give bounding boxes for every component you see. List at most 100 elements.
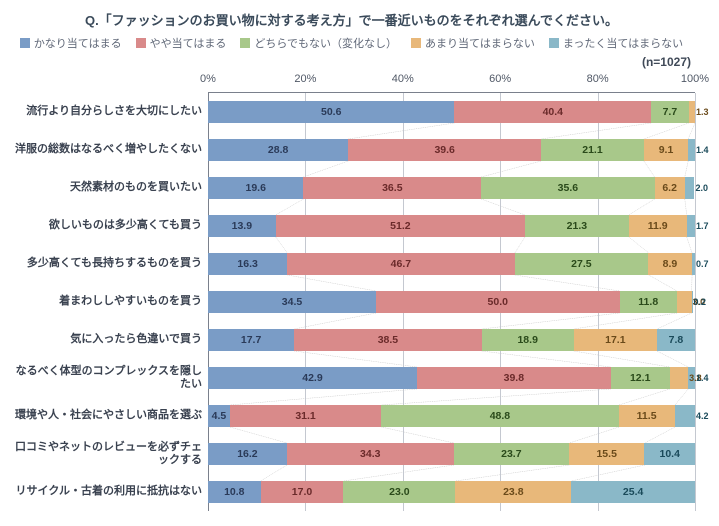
bar-segment: 17.0 <box>261 481 344 503</box>
segment-value: 10.8 <box>224 486 244 498</box>
segment-value: 28.8 <box>268 144 288 156</box>
stacked-bar: 19.636.535.66.22.0 <box>208 177 695 199</box>
axis-tick: 20% <box>294 73 316 85</box>
segment-value: 25.4 <box>623 486 643 498</box>
connector-lines <box>208 351 695 367</box>
stacked-bar: 17.738.518.917.17.8 <box>208 329 695 351</box>
segment-value: 17.0 <box>292 486 312 498</box>
connector-lines <box>208 427 695 443</box>
legend-item: かなり当てはまる <box>20 35 122 51</box>
legend-label: まったく当てはまらない <box>563 35 683 51</box>
bar-segment: 1.7 <box>687 215 695 237</box>
category-label: 流行より自分らしさを大切にしたい <box>8 93 208 131</box>
bar-segment: 8.9 <box>648 253 691 275</box>
segment-value: 39.6 <box>434 144 454 156</box>
category-label: なるべく体型のコンプレックスを隠したい <box>8 359 208 397</box>
bar-segment: 42.9 <box>208 367 417 389</box>
segment-value: 10.4 <box>659 448 679 460</box>
bar-segment: 16.3 <box>208 253 287 275</box>
n-label: (n=1027) <box>8 55 695 69</box>
bar-segment: 11.9 <box>629 215 687 237</box>
segment-value: 34.5 <box>282 296 302 308</box>
bar-segment: 34.3 <box>287 443 454 465</box>
segment-value: 1.3 <box>695 107 709 117</box>
connector-lines <box>208 237 695 253</box>
segment-value: 11.9 <box>648 220 668 232</box>
segment-value: 2.0 <box>694 183 708 193</box>
segment-value: 0.2 <box>693 297 707 307</box>
bar-segment: 3.0 <box>677 291 692 313</box>
segment-value: 9.1 <box>659 144 674 156</box>
bar-segment: 1.4 <box>688 139 695 161</box>
bar-segment: 23.8 <box>455 481 571 503</box>
stacked-bar: 28.8 39.6 21.1 9.1 1.4 <box>208 139 695 161</box>
category-label: 口コミやネットのレビューを必ずチェックする <box>8 435 208 473</box>
bar-segment: 50.0 <box>376 291 620 313</box>
segment-value: 6.2 <box>662 182 677 194</box>
legend-label: かなり当てはまる <box>34 35 122 51</box>
segment-value: 21.3 <box>567 220 587 232</box>
bar-segment: 23.0 <box>343 481 455 503</box>
segment-value: 31.1 <box>295 410 315 422</box>
segment-value: 4.2 <box>695 411 709 421</box>
bar-segment: 25.4 <box>571 481 695 503</box>
bars-container: 50.640.47.71.328.839.621.19.11.419.636.5… <box>208 93 695 511</box>
category-label: 環境や人・社会にやさしい商品を選ぶ <box>8 397 208 435</box>
category-label: リサイクル・古着の利用に抵抗はない <box>8 473 208 511</box>
segment-value: 39.8 <box>504 372 524 384</box>
segment-value: 23.0 <box>389 486 409 498</box>
bar-segment: 11.8 <box>620 291 677 313</box>
segment-value: 40.4 <box>543 106 563 118</box>
chart-title: Q.「ファッションのお買い物に対する考え方」で一番近いものをそれぞれ選んでくださ… <box>8 10 695 29</box>
bar-segment: 39.8 <box>417 367 611 389</box>
segment-value: 17.7 <box>241 334 261 346</box>
segment-value: 27.5 <box>571 258 591 270</box>
bar-segment: 36.5 <box>303 177 481 199</box>
legend-swatch <box>411 38 421 48</box>
bar-segment: 11.5 <box>619 405 675 427</box>
stacked-bar: 16.346.727.58.90.7 <box>208 253 695 275</box>
stacked-bar: 42.939.812.13.81.4 <box>208 367 695 389</box>
bar-segment: 0.2 <box>692 291 693 313</box>
segment-value: 19.6 <box>246 182 266 194</box>
segment-value: 51.2 <box>390 220 410 232</box>
bar-segment: 13.9 <box>208 215 276 237</box>
legend-label: どちらでもない（変化なし） <box>254 35 397 51</box>
bar-segment: 19.6 <box>208 177 303 199</box>
segment-value: 12.1 <box>630 372 650 384</box>
connector-lines <box>208 389 695 405</box>
bar-segment: 4.5 <box>208 405 230 427</box>
segment-value: 8.9 <box>663 258 678 270</box>
legend-item: やや当てはまる <box>136 35 227 51</box>
category-label: 多少高くても長持ちするものを買う <box>8 245 208 283</box>
segment-value: 21.1 <box>582 144 602 156</box>
segment-value: 18.9 <box>517 334 537 346</box>
bar-segment: 51.2 <box>276 215 525 237</box>
bar-segment: 12.1 <box>611 367 670 389</box>
legend-swatch <box>549 38 559 48</box>
connector-lines <box>208 199 695 215</box>
legend-item: どちらでもない（変化なし） <box>240 35 397 51</box>
segment-value: 17.1 <box>605 334 625 346</box>
axis-tick: 0% <box>200 73 216 85</box>
bar-segment: 6.2 <box>655 177 685 199</box>
bar-segment: 31.1 <box>230 405 381 427</box>
category-label: 欲しいものは多少高くても買う <box>8 207 208 245</box>
category-label: 洋服の総数はなるべく増やしたくない <box>8 131 208 169</box>
bar-segment: 10.4 <box>644 443 695 465</box>
bar-segment: 0.7 <box>692 253 695 275</box>
segment-value: 13.9 <box>232 220 252 232</box>
bar-segment: 23.7 <box>454 443 569 465</box>
bar-segment: 35.6 <box>481 177 654 199</box>
bar-segment: 1.3 <box>689 101 695 123</box>
segment-value: 23.7 <box>501 448 521 460</box>
segment-value: 15.5 <box>596 448 616 460</box>
stacked-bar: 10.8 17.0 23.0 23.8 25.4 <box>208 481 695 503</box>
bar-segment: 28.8 <box>208 139 348 161</box>
bar-segment: 21.1 <box>541 139 644 161</box>
segment-value: 50.0 <box>488 296 508 308</box>
category-label: 天然素材のものを買いたい <box>8 169 208 207</box>
stacked-bar: 4.531.148.811.54.2 <box>208 405 695 427</box>
axis-tick: 100% <box>681 73 709 85</box>
bar-segment: 9.1 <box>644 139 688 161</box>
